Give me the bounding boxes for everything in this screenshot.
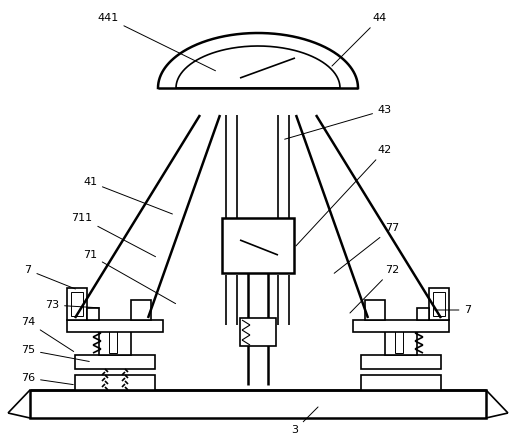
Bar — [87, 308, 99, 320]
Text: 77: 77 — [334, 223, 399, 273]
Bar — [30, 390, 486, 418]
Text: 44: 44 — [332, 13, 387, 66]
Text: 42: 42 — [296, 145, 392, 246]
Bar — [222, 218, 294, 273]
Bar — [433, 292, 445, 316]
Bar — [67, 320, 163, 332]
Text: 43: 43 — [285, 105, 392, 139]
Bar — [353, 320, 449, 332]
Text: 7: 7 — [435, 305, 472, 315]
Text: 74: 74 — [21, 317, 74, 351]
Bar — [109, 327, 117, 353]
Bar — [361, 355, 441, 369]
Bar — [365, 300, 385, 320]
Text: 72: 72 — [350, 265, 399, 313]
Text: 76: 76 — [21, 373, 73, 384]
Bar — [75, 375, 155, 390]
Text: 3: 3 — [292, 407, 318, 435]
Bar — [240, 318, 276, 346]
Text: 441: 441 — [98, 13, 216, 71]
Text: 7: 7 — [24, 265, 75, 289]
Bar — [67, 288, 87, 320]
Bar — [385, 325, 417, 355]
Bar — [417, 308, 429, 320]
Text: 73: 73 — [45, 300, 99, 310]
Text: 41: 41 — [83, 177, 172, 214]
Text: 71: 71 — [83, 250, 175, 304]
Bar — [395, 327, 403, 353]
Bar — [429, 288, 449, 320]
Bar — [75, 355, 155, 369]
Bar — [131, 300, 151, 320]
Text: 711: 711 — [71, 213, 155, 257]
Bar — [361, 375, 441, 390]
Bar — [71, 292, 83, 316]
Text: 75: 75 — [21, 345, 89, 362]
Bar — [99, 325, 131, 355]
